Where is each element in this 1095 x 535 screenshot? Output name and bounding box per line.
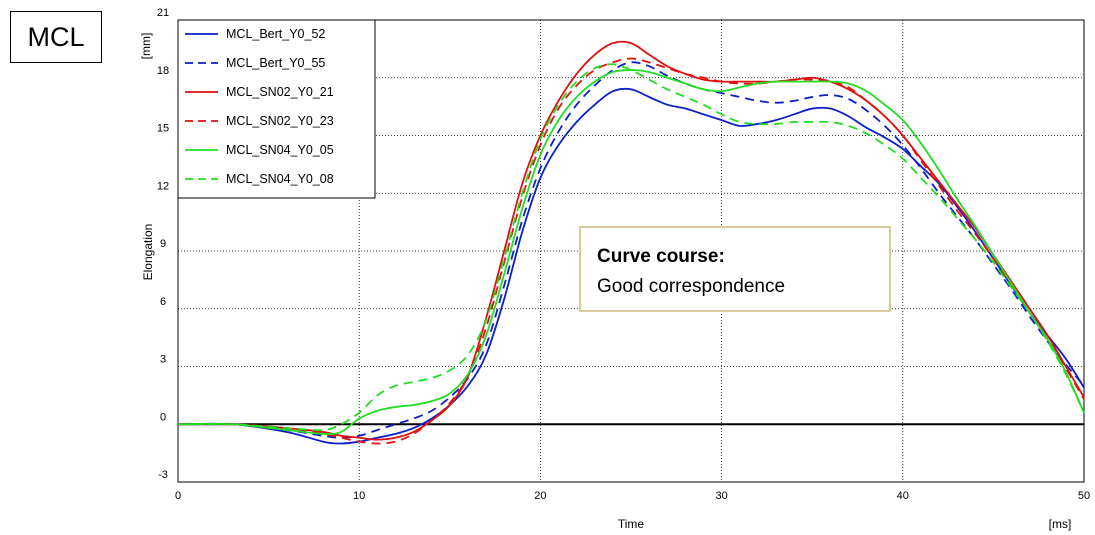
y-tick-label: 15 <box>157 123 169 135</box>
legend-entry: MCL_SN04_Y0_05 <box>226 143 334 157</box>
y-tick-label: 21 <box>157 7 169 19</box>
mcl-badge: MCL <box>10 11 102 63</box>
series-line-4 <box>177 57 1085 445</box>
annotation-title: Curve course: <box>597 246 725 267</box>
annotation-text: Good correspondence <box>597 276 785 297</box>
y-tick-label: 18 <box>157 65 169 77</box>
x-tick-label: 20 <box>534 490 546 502</box>
y-tick-label: 0 <box>160 411 166 423</box>
y-axis-label: Elongation <box>141 224 155 281</box>
legend-entry: MCL_SN04_Y0_08 <box>226 172 334 186</box>
x-tick-label: 30 <box>715 490 727 502</box>
x-tick-label: 40 <box>897 490 909 502</box>
x-tick-label: 50 <box>1078 490 1090 502</box>
y-tick-label: 12 <box>157 180 169 192</box>
x-axis-label: Time <box>618 517 645 531</box>
y-tick-label: -3 <box>158 469 168 481</box>
legend-entry: MCL_SN02_Y0_21 <box>226 85 334 99</box>
x-tick-label: 0 <box>175 490 181 502</box>
annotation-frame <box>579 226 891 312</box>
legend-entry: MCL_Bert_Y0_52 <box>226 27 325 41</box>
series-line-5 <box>177 69 1085 435</box>
x-axis-unit: [ms] <box>1049 517 1072 531</box>
x-tick-label: 10 <box>353 490 365 502</box>
y-tick-label: 3 <box>160 354 166 366</box>
legend-box <box>177 19 376 199</box>
y-tick-label: 9 <box>160 238 166 250</box>
legend: MCL_Bert_Y0_52 MCL_Bert_Y0_55 MCL_SN02_Y0_… <box>177 19 376 199</box>
annotation-box: Curve course: Good correspondence <box>579 226 891 312</box>
y-axis-unit: [mm] <box>139 33 153 60</box>
tick-labels: 0 10 20 30 40 50 -3 0 3 6 9 12 15 18 21 <box>157 7 1090 502</box>
y-tick-label: 6 <box>160 296 166 308</box>
series-layer <box>177 40 1085 445</box>
series-line-6 <box>177 63 1085 432</box>
legend-entry: MCL_Bert_Y0_55 <box>226 56 325 70</box>
legend-entry: MCL_SN02_Y0_23 <box>226 114 334 128</box>
